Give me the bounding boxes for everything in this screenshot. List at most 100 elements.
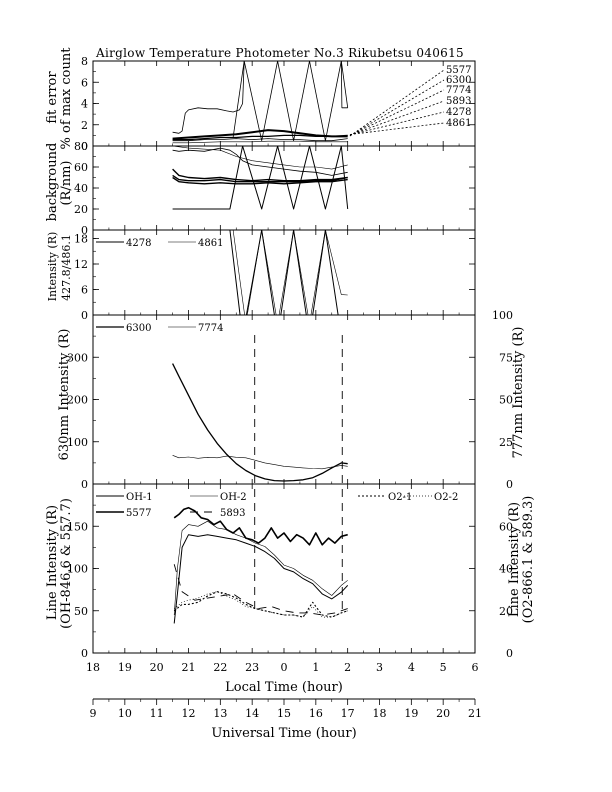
y-axis-title: Intensity (R) [46, 232, 59, 302]
series-line-bg-3 [172, 176, 348, 185]
series-line-5577 [173, 506, 348, 546]
y-tick-label: 6 [81, 284, 88, 297]
legend-leader-4861 [349, 122, 445, 135]
series-line-4278 [172, 230, 339, 315]
x-ut-tick-label: 12 [182, 707, 196, 720]
legend-label-OH-2: OH-2 [220, 492, 247, 503]
y-tick-label: 100 [67, 436, 88, 449]
x-local-tick-label: 19 [118, 661, 132, 674]
panel-frame-fit_error [92, 60, 476, 147]
y-tick-label: 0 [81, 309, 88, 322]
panel-frame-background [92, 145, 476, 231]
series-line-bg-4 [172, 174, 348, 183]
series-line-4861 [172, 140, 348, 144]
legend-label-6300: 6300 [446, 75, 471, 86]
series-line-5893 [172, 129, 348, 140]
series-line-bg-6 [172, 146, 348, 170]
y-axis-title: background [45, 143, 60, 222]
series-line-bg-5 [172, 146, 349, 210]
series-line-6300 [172, 363, 348, 482]
x-ut-tick-label: 18 [373, 707, 387, 720]
legend-leader-5893 [349, 100, 445, 136]
x-ut-tick-label: 16 [309, 707, 323, 720]
x-ut-tick-label: 10 [118, 707, 132, 720]
y-axis-title: Line Intensity (R) [45, 505, 60, 620]
x-ut-tick-label: 19 [404, 707, 418, 720]
series-line-4278 [172, 134, 348, 141]
y-tick-label: 18 [74, 233, 88, 246]
series-line-bg-2 [172, 168, 348, 182]
y-tick-label: 200 [67, 394, 88, 407]
y-tick-label: 80 [74, 140, 88, 153]
legend-label-7774: 7774 [446, 85, 471, 96]
legend-leader-4278 [349, 111, 445, 136]
x-ut-tick-label: 11 [150, 707, 164, 720]
x-ut-tick-label: 14 [245, 707, 259, 720]
y-tick-label: 0 [81, 140, 88, 153]
series-line-OH-2 [173, 520, 348, 616]
legend-leader-6300 [349, 79, 445, 137]
series-line-O2-2 [173, 591, 348, 618]
y-axis-title: fit error [45, 71, 60, 124]
y-tick-label: 150 [67, 520, 88, 533]
x-ut-tick-label: 15 [277, 707, 291, 720]
series-line-OH-1 [173, 534, 349, 624]
legend-label-O2-2: O2-2 [434, 492, 458, 503]
legend-label-4861: 4861 [446, 118, 471, 129]
x-ut-tick-label: 20 [436, 707, 450, 720]
legend-leader-5577 [349, 69, 445, 137]
y-right-axis-title: Line Intensity (R) [507, 502, 522, 617]
legend-label-5893: 5893 [446, 96, 471, 107]
legend-label-5893: 5893 [220, 508, 245, 519]
y-right-tick-label: 50 [499, 394, 513, 407]
legend-leader-7774 [349, 89, 445, 136]
chart-title: Airglow Temperature Photometer No.3 Riku… [95, 46, 464, 60]
y-right-axis-subtitle: (O2-866.1 & 589.3) [521, 496, 536, 624]
y-axis-subtitle: % of max count [59, 47, 74, 150]
y-tick-label: 0 [81, 478, 88, 491]
series-line-7774 [172, 138, 348, 142]
x-local-tick-label: 6 [472, 661, 479, 674]
panel-frame-red_line [92, 314, 476, 485]
y-right-tick-label: 25 [499, 436, 513, 449]
x-ut-tick-label: 9 [90, 707, 97, 720]
legend-label-7774: 7774 [198, 323, 223, 334]
series-line-6300 [232, 61, 349, 142]
series-line-4861 [172, 230, 348, 315]
y-tick-label: 50 [74, 605, 88, 618]
y-tick-label: 100 [67, 563, 88, 576]
y-tick-label: 60 [74, 161, 88, 174]
legend-label-O2-1: O2-1 [388, 492, 412, 503]
series-line-bg-1 [172, 147, 348, 176]
y-tick-label: 6 [81, 76, 88, 89]
y-tick-label: 0 [81, 224, 88, 237]
x-local-tick-label: 2 [344, 661, 351, 674]
legend-label-6300: 6300 [126, 323, 151, 334]
legend-label-OH-1: OH-1 [126, 492, 153, 503]
x-local-tick-label: 1 [312, 661, 319, 674]
y-tick-label: 4 [81, 98, 88, 111]
y-axis-subtitle: (R/nm) [59, 160, 74, 205]
y-tick-label: 20 [74, 203, 88, 216]
y-axis-subtitle: 427.8/486.1 [60, 234, 73, 301]
x-local-tick-label: 0 [281, 661, 288, 674]
legend-label-4861: 4861 [198, 238, 223, 249]
series-line-7774 [172, 455, 348, 470]
x-ut-axis-title: Universal Time (hour) [211, 726, 356, 741]
legend-label-4278: 4278 [446, 107, 471, 118]
x-local-tick-label: 18 [86, 661, 100, 674]
y-right-tick-label: 100 [492, 309, 513, 322]
y-right-tick-label: 40 [499, 563, 513, 576]
y-tick-label: 0 [81, 647, 88, 660]
x-ut-tick-label: 21 [468, 707, 482, 720]
y-right-axis-title: 777nm Intensity (R) [511, 327, 526, 459]
x-local-tick-label: 3 [376, 661, 383, 674]
x-local-tick-label: 4 [408, 661, 415, 674]
x-local-tick-label: 22 [213, 661, 227, 674]
y-tick-label: 8 [81, 55, 88, 68]
x-ut-tick-label: 13 [213, 707, 227, 720]
x-local-tick-label: 23 [245, 661, 259, 674]
series-line-O2-1 [173, 591, 348, 618]
y-right-tick-label: 60 [499, 520, 513, 533]
